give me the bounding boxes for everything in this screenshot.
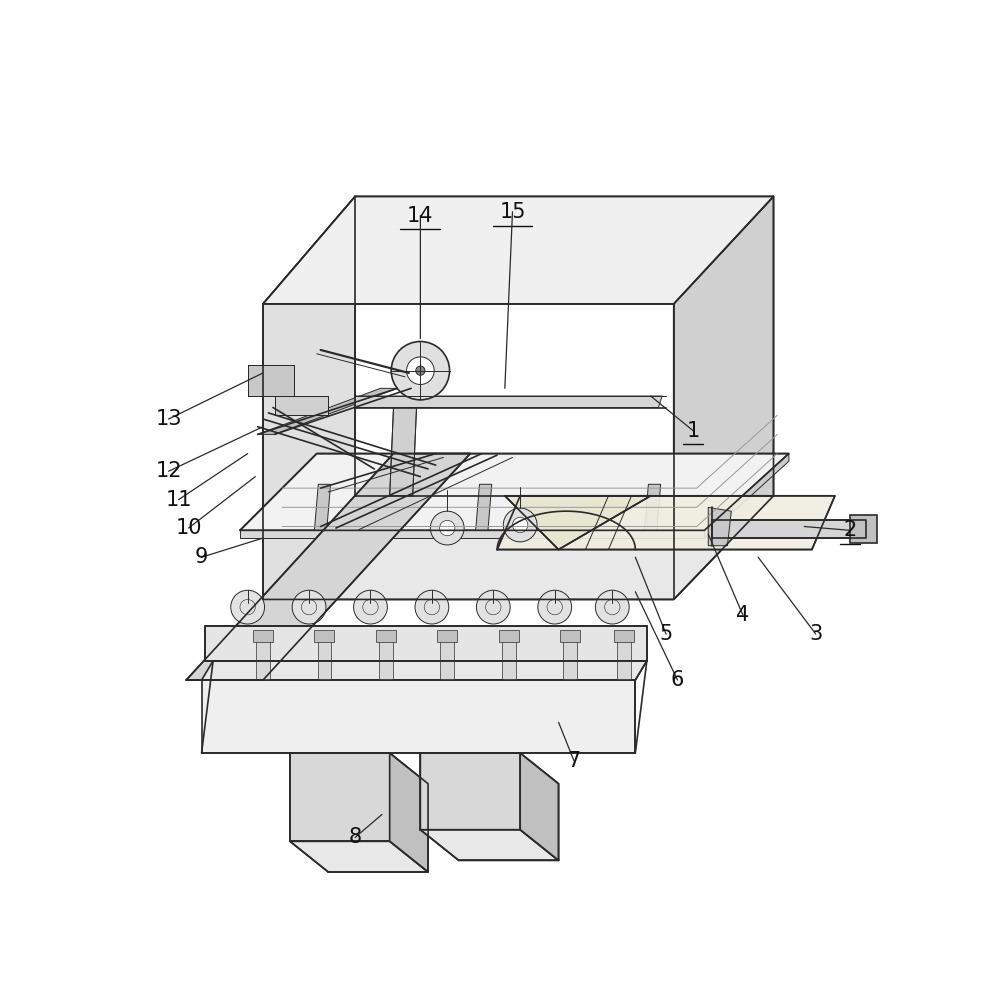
- Polygon shape: [253, 630, 273, 642]
- Text: 13: 13: [155, 409, 182, 429]
- Text: 4: 4: [736, 605, 749, 625]
- Polygon shape: [437, 630, 457, 642]
- Circle shape: [430, 511, 464, 545]
- Circle shape: [415, 590, 449, 624]
- Polygon shape: [314, 630, 334, 642]
- Polygon shape: [850, 515, 877, 543]
- Polygon shape: [186, 454, 470, 680]
- Circle shape: [595, 590, 629, 624]
- Text: 5: 5: [659, 624, 673, 644]
- Polygon shape: [390, 408, 417, 496]
- Polygon shape: [645, 485, 661, 530]
- Polygon shape: [420, 753, 520, 830]
- Polygon shape: [318, 638, 331, 680]
- Polygon shape: [258, 389, 397, 435]
- Polygon shape: [202, 661, 647, 680]
- Text: 10: 10: [175, 518, 202, 538]
- Polygon shape: [248, 365, 294, 396]
- Circle shape: [503, 508, 537, 542]
- Text: 15: 15: [499, 201, 526, 221]
- Polygon shape: [355, 396, 662, 408]
- Polygon shape: [499, 630, 519, 642]
- Polygon shape: [202, 680, 635, 753]
- Circle shape: [231, 590, 265, 624]
- Text: 12: 12: [155, 462, 182, 482]
- Text: 11: 11: [165, 490, 192, 509]
- Polygon shape: [520, 753, 559, 860]
- Circle shape: [292, 590, 326, 624]
- Polygon shape: [263, 196, 355, 599]
- Polygon shape: [205, 626, 647, 661]
- Text: 2: 2: [844, 520, 857, 540]
- Polygon shape: [708, 507, 731, 545]
- Polygon shape: [290, 841, 428, 872]
- Text: 14: 14: [407, 205, 434, 225]
- Polygon shape: [712, 520, 866, 538]
- Polygon shape: [674, 196, 774, 599]
- Polygon shape: [497, 496, 835, 549]
- Circle shape: [391, 342, 450, 400]
- Polygon shape: [617, 638, 631, 680]
- Polygon shape: [476, 485, 492, 530]
- Polygon shape: [314, 485, 331, 530]
- Polygon shape: [256, 638, 270, 680]
- Polygon shape: [505, 496, 651, 549]
- Polygon shape: [275, 396, 328, 415]
- Polygon shape: [290, 753, 390, 841]
- Polygon shape: [263, 196, 774, 304]
- Polygon shape: [376, 630, 396, 642]
- Polygon shape: [440, 638, 454, 680]
- Circle shape: [538, 590, 572, 624]
- Circle shape: [476, 590, 510, 624]
- Polygon shape: [502, 638, 516, 680]
- Polygon shape: [614, 630, 634, 642]
- Text: 9: 9: [195, 547, 208, 567]
- Polygon shape: [420, 830, 559, 860]
- Circle shape: [354, 590, 387, 624]
- Text: 3: 3: [809, 624, 822, 644]
- Polygon shape: [379, 638, 393, 680]
- Text: 6: 6: [671, 670, 684, 690]
- Polygon shape: [263, 496, 774, 599]
- Circle shape: [512, 517, 528, 532]
- Circle shape: [407, 357, 434, 385]
- Polygon shape: [390, 753, 428, 872]
- Text: 1: 1: [686, 421, 700, 441]
- Polygon shape: [560, 630, 580, 642]
- Polygon shape: [240, 530, 704, 538]
- Text: 8: 8: [349, 828, 362, 847]
- Circle shape: [416, 366, 425, 375]
- Polygon shape: [240, 454, 789, 530]
- Polygon shape: [704, 454, 789, 538]
- Text: 7: 7: [567, 751, 581, 771]
- Polygon shape: [563, 638, 577, 680]
- Circle shape: [440, 520, 455, 535]
